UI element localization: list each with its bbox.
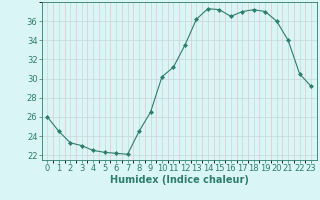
X-axis label: Humidex (Indice chaleur): Humidex (Indice chaleur)	[110, 175, 249, 185]
